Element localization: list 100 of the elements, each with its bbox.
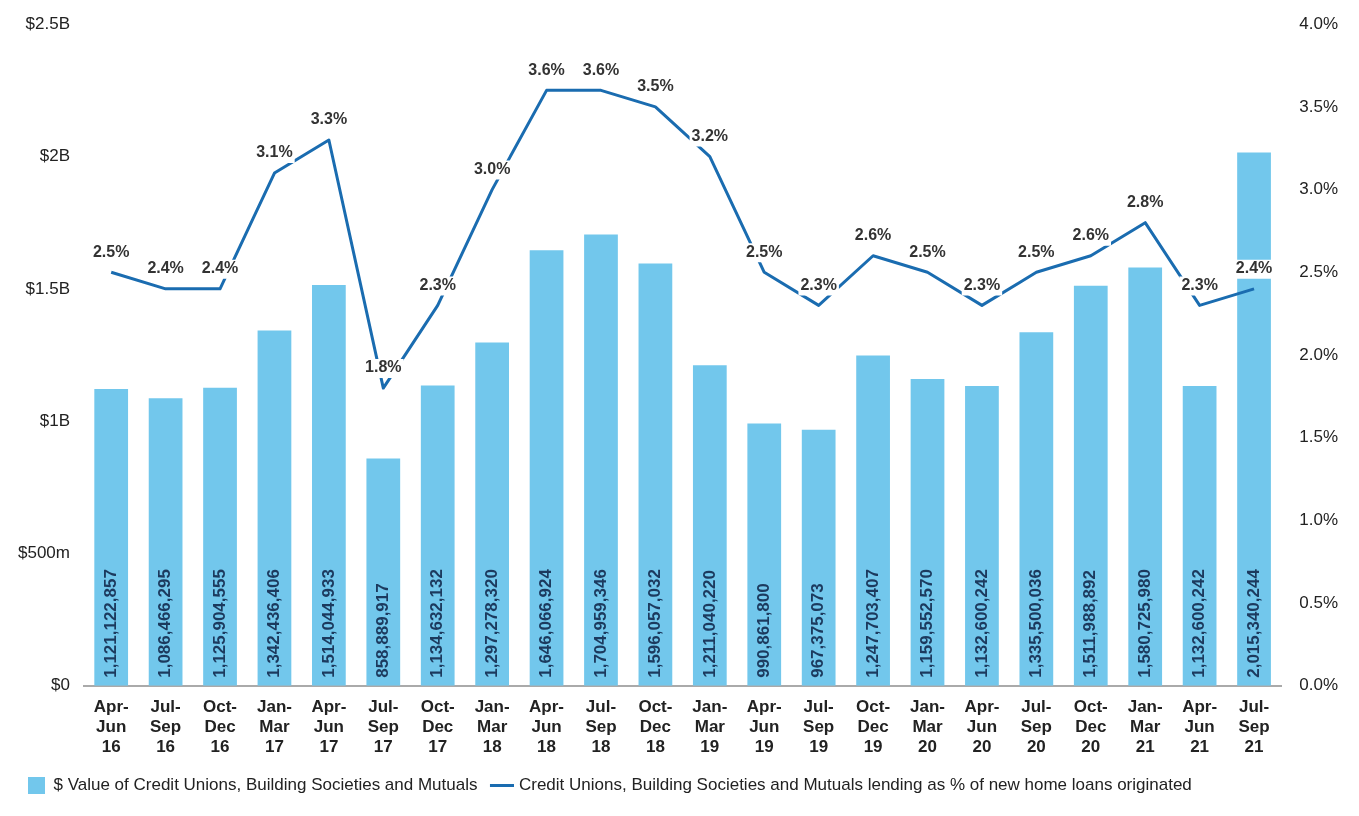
data-label: 2.4%	[147, 259, 184, 277]
x-tick-label: Jan-Mar 17	[256, 696, 292, 757]
data-label: 2.6%	[854, 226, 892, 244]
y2-tick-label: 4.0%	[1299, 13, 1338, 33]
y2-tick-label: 3.5%	[1299, 96, 1338, 116]
x-tick-label: Oct-Dec 19	[856, 696, 891, 757]
data-label: 3.0%	[473, 160, 511, 178]
y2-tick-label: 2.0%	[1299, 344, 1338, 364]
bar	[1237, 152, 1271, 686]
data-label: 1,342,436,406	[264, 569, 284, 678]
x-tick-label: Jan-Mar 18	[474, 696, 510, 757]
y2-tick-label: 0.0%	[1299, 675, 1338, 695]
data-label: 2.3%	[419, 275, 456, 293]
y-tick-label: $2B	[39, 146, 70, 166]
data-label: 2.5%	[909, 242, 946, 260]
x-tick-label: Apr-Jun 19	[746, 696, 782, 757]
x-tick-label: Jan-Mar 20	[910, 696, 945, 757]
data-label: 2.5%	[746, 242, 783, 260]
x-tick-label: Oct-Dec 18	[638, 696, 673, 757]
data-label: 2.5%	[1018, 242, 1055, 260]
bar	[366, 458, 401, 686]
x-tick-label: Jul-Sep 20	[1020, 696, 1052, 757]
x-tick-label: Apr-Jun 17	[311, 696, 347, 757]
data-label: 990,861,800	[753, 583, 773, 678]
data-label: 3.3%	[310, 110, 348, 128]
data-label: 967,375,073	[808, 583, 828, 678]
data-label: 858,889,917	[372, 583, 392, 678]
x-tick-label: Jul-Sep 17	[367, 696, 399, 757]
bar	[529, 250, 564, 686]
bar	[257, 330, 292, 686]
data-label: 1,247,703,407	[862, 569, 882, 678]
bar	[965, 386, 999, 686]
data-label: 3.2%	[691, 126, 729, 144]
data-label: 1,335,500,036	[1026, 569, 1046, 678]
bar	[801, 429, 836, 686]
y-tick-label: $1B	[39, 410, 70, 430]
x-tick-label: Jul-Sep 16	[150, 696, 182, 757]
y2-tick-label: 0.5%	[1299, 592, 1338, 612]
data-label: 3.6%	[528, 60, 565, 78]
bar	[203, 387, 237, 686]
data-label: 1,132,600,242	[971, 569, 991, 678]
x-tick-label: Jan-Mar 19	[692, 696, 728, 757]
data-label: 1,121,122,857	[100, 569, 120, 678]
bar	[475, 342, 510, 686]
data-label: 2.5%	[92, 242, 130, 260]
x-tick-label: Jul-Sep 19	[803, 696, 835, 757]
x-tick-label: Jan-Mar 21	[1127, 696, 1163, 757]
x-tick-label: Apr-Jun 18	[529, 696, 565, 757]
data-label: 1,125,904,555	[209, 569, 229, 678]
data-label: 2.3%	[1181, 275, 1218, 293]
data-label: 1,086,466,295	[155, 569, 175, 678]
data-label: 1,514,044,933	[318, 569, 338, 678]
data-label: 1.8%	[365, 358, 402, 376]
bar	[420, 385, 455, 686]
data-label: 2.3%	[963, 275, 1001, 293]
y2-tick-label: 2.5%	[1299, 261, 1338, 281]
legend-label: $ Value of Credit Unions, Building Societies and Mutuals	[53, 775, 478, 795]
y2-tick-label: 1.0%	[1299, 510, 1338, 530]
bar	[312, 285, 346, 686]
bar	[1073, 285, 1108, 686]
data-label: 3.5%	[637, 77, 674, 95]
y-tick-label: $0	[51, 675, 70, 695]
bar	[638, 263, 673, 686]
y-tick-label: $2.5B	[25, 13, 70, 33]
x-tick-label: Apr-Jun 21	[1182, 696, 1218, 757]
bar	[1182, 386, 1217, 686]
bar	[910, 378, 945, 686]
data-label: 2.4%	[1235, 259, 1273, 277]
y2-tick-label: 1.5%	[1299, 427, 1338, 447]
data-label: 3.6%	[582, 60, 620, 78]
data-label: 1,704,959,346	[590, 569, 610, 678]
data-label: 1,511,988,892	[1080, 570, 1100, 678]
bar	[692, 365, 727, 686]
data-label: 2.6%	[1072, 226, 1110, 244]
bar	[94, 389, 129, 686]
data-label: 2.4%	[201, 259, 239, 277]
data-label: 3.1%	[256, 143, 293, 161]
y2-tick-label: 3.0%	[1299, 179, 1338, 199]
data-label: 1,211,040,220	[699, 570, 719, 678]
bar	[1019, 332, 1054, 686]
x-tick-label: Jul-Sep 21	[1238, 696, 1270, 757]
bar	[856, 355, 890, 686]
x-tick-label: Apr-Jun 20	[964, 696, 1000, 757]
y-tick-label: $1.5B	[25, 278, 70, 298]
y-tick-label: $500m	[18, 543, 70, 563]
data-label: 2.8%	[1126, 193, 1164, 211]
x-tick-label: Oct-Dec 20	[1073, 696, 1108, 757]
data-label: 1,297,278,320	[481, 569, 501, 678]
x-tick-label: Jul-Sep 18	[585, 696, 617, 757]
data-label: 1,134,632,132	[427, 569, 447, 678]
bar	[747, 423, 782, 686]
data-label: 2,015,340,244	[1243, 568, 1263, 678]
data-label: 1,580,725,980	[1134, 569, 1154, 678]
x-tick-label: Oct-Dec 16	[203, 696, 238, 757]
data-label: 2.3%	[800, 275, 837, 293]
bar	[584, 234, 618, 686]
x-tick-label: Apr-Jun 16	[93, 696, 129, 757]
data-label: 1,646,066,924	[536, 568, 556, 678]
bar	[1128, 267, 1163, 686]
data-label: 1,159,552,570	[917, 569, 937, 678]
